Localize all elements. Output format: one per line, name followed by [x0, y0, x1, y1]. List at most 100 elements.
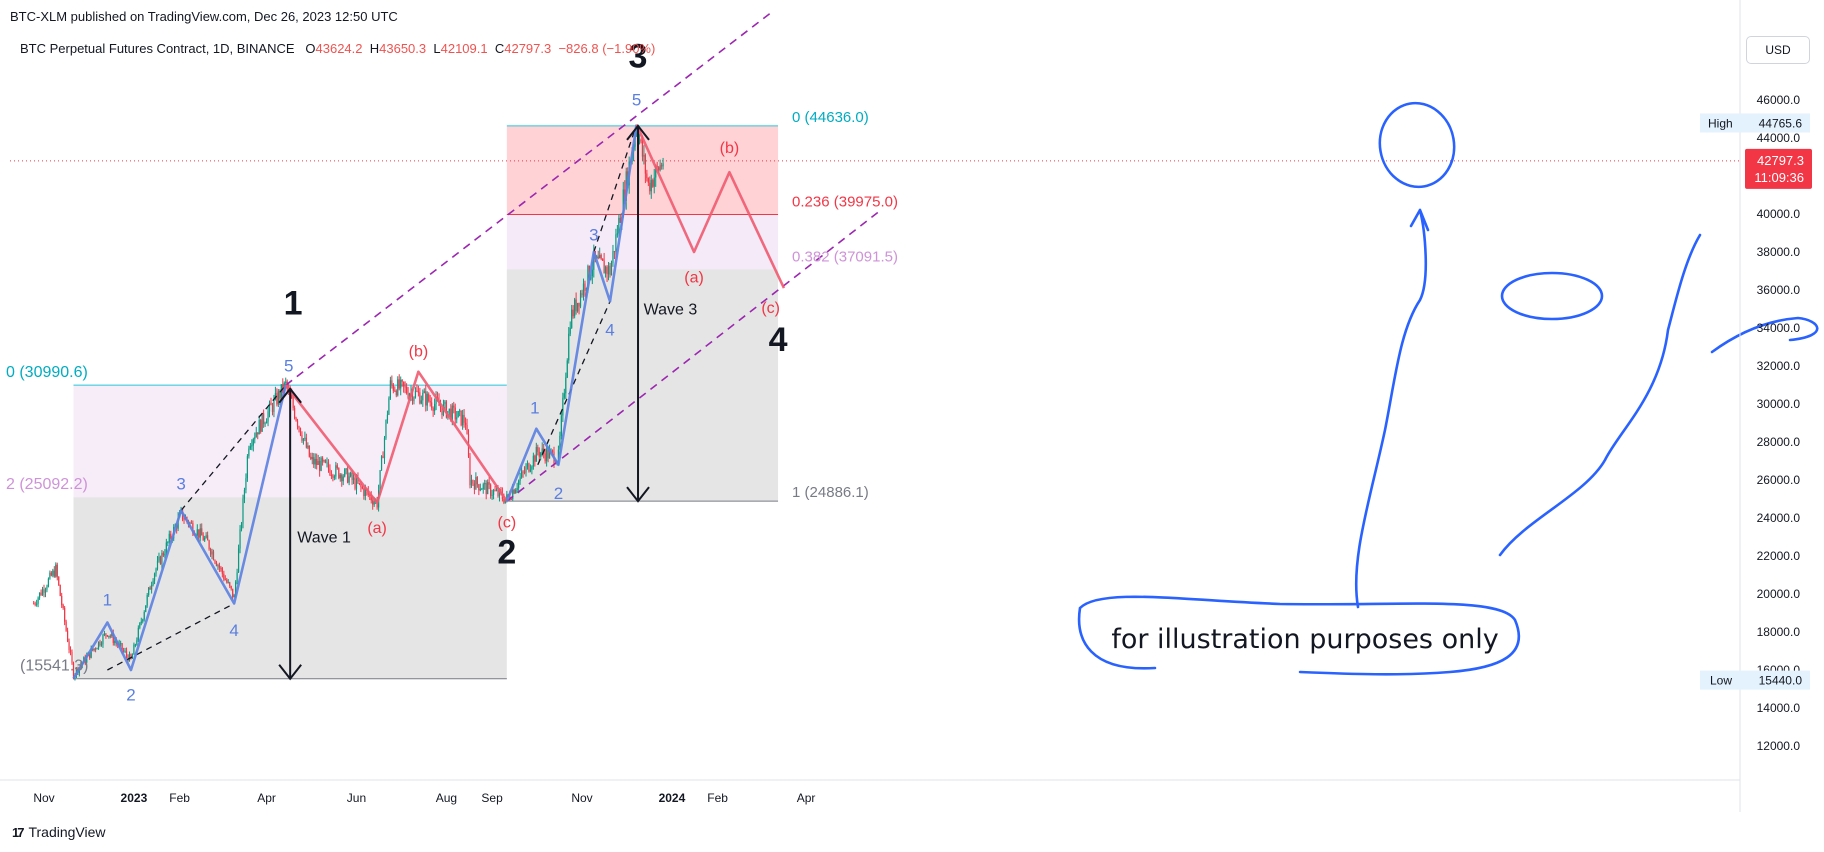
last-price-tag	[1745, 148, 1812, 189]
candle-body	[298, 426, 300, 428]
candle-body	[153, 573, 156, 581]
candle-body	[349, 472, 352, 477]
minor-wave1-label-3: 3	[176, 475, 185, 494]
minor-wave3-label-1: 1	[530, 399, 539, 418]
candle-body	[348, 476, 350, 483]
candle-body	[320, 457, 322, 471]
hand-circle-c	[1500, 271, 1604, 321]
candle-body	[205, 535, 207, 538]
price-tick-label: 36000.0	[1757, 283, 1801, 297]
corrective4-label-1: (b)	[720, 140, 740, 157]
candle-body	[491, 494, 493, 496]
candle-body	[267, 411, 269, 422]
candle-body	[641, 139, 644, 157]
candle-body	[227, 582, 229, 584]
candle-body	[112, 633, 114, 643]
candle-body	[484, 483, 486, 485]
candle-body	[414, 390, 417, 398]
candle-body	[263, 413, 265, 424]
candle-body	[546, 449, 548, 462]
major-wave-label-1: 1	[284, 285, 303, 323]
candle-body	[612, 251, 614, 264]
candle-body	[102, 635, 104, 645]
candle-body	[479, 489, 481, 491]
candle-body	[481, 489, 483, 491]
candle-body	[50, 572, 52, 576]
minor-wave3-label-2: 2	[554, 484, 563, 503]
candle-body	[252, 439, 254, 446]
candle-body	[224, 579, 226, 581]
candle-body	[485, 483, 487, 495]
time-tick-label: Apr	[257, 791, 276, 805]
candle-body	[237, 548, 240, 573]
fib-zone-236-382	[506, 214, 779, 270]
candle-body	[528, 463, 530, 472]
candle-body	[248, 448, 250, 457]
candle-body	[190, 522, 192, 524]
major-wave-label-2: 2	[497, 534, 516, 572]
wave3-arrow-head-down	[626, 486, 650, 503]
brand-name: TradingView	[28, 824, 106, 840]
candle-body	[516, 487, 518, 490]
candle-body	[293, 408, 296, 418]
candle-body	[134, 644, 136, 646]
candle-body	[274, 393, 277, 399]
candle-body	[572, 309, 574, 317]
candle-body	[537, 447, 539, 452]
candle-body	[249, 446, 251, 449]
corrective-wave-2	[284, 370, 508, 505]
trend-line-w1-upper	[180, 384, 287, 511]
drawings	[72, 10, 1819, 681]
candle-body	[71, 651, 73, 663]
candle-body	[146, 595, 148, 606]
candle-body	[68, 641, 70, 650]
candle-body	[199, 528, 201, 538]
time-tick-label: 2023	[121, 791, 148, 805]
candle-body	[313, 457, 315, 465]
candle-body	[422, 392, 424, 401]
candle-body	[653, 177, 655, 187]
minor-wave3-label-3: 3	[589, 226, 598, 245]
candle-body	[565, 377, 567, 394]
trend-line-w3-upper	[593, 124, 638, 253]
candle-body	[148, 587, 150, 596]
candle-body	[388, 398, 390, 415]
price-tick-label: 30000.0	[1757, 397, 1801, 411]
candle-body	[105, 633, 107, 636]
time-tick-label: Sep	[481, 791, 503, 805]
candle-body	[323, 460, 325, 462]
candle-body	[209, 549, 212, 555]
candle-body	[120, 643, 122, 645]
candle-body	[333, 476, 335, 478]
channel-upper	[285, 10, 775, 386]
candle-body	[655, 166, 657, 178]
candle-body	[569, 327, 571, 334]
candle-body	[100, 644, 103, 646]
candle-body	[34, 603, 36, 605]
candle-body	[364, 489, 366, 497]
candle-body	[236, 572, 238, 583]
candle-body	[397, 379, 399, 396]
candle-body	[602, 258, 604, 261]
candle-body	[96, 648, 98, 650]
candle-body	[587, 265, 589, 288]
candle-body	[242, 498, 244, 524]
candle-body	[344, 469, 346, 477]
candle-body	[226, 579, 228, 583]
published-caption: BTC-XLM published on TradingView.com, De…	[10, 9, 398, 24]
candle-body	[478, 484, 480, 491]
candle-body	[373, 501, 375, 505]
candle-body	[640, 139, 642, 141]
candle-body	[531, 466, 533, 470]
candle-body	[541, 448, 543, 453]
corrective2-label-0: (a)	[367, 520, 387, 537]
wave1-arrow-head-up	[278, 387, 302, 404]
currency-button[interactable]: USD	[1746, 36, 1810, 64]
candle-body	[128, 654, 131, 662]
price-tick-label: 18000.0	[1757, 625, 1801, 639]
major-wave-label-4: 4	[769, 321, 788, 359]
fib-right-level-382: 0.382 (37091.5)	[792, 248, 898, 265]
candle-body	[357, 477, 359, 483]
candle-body	[490, 484, 492, 496]
